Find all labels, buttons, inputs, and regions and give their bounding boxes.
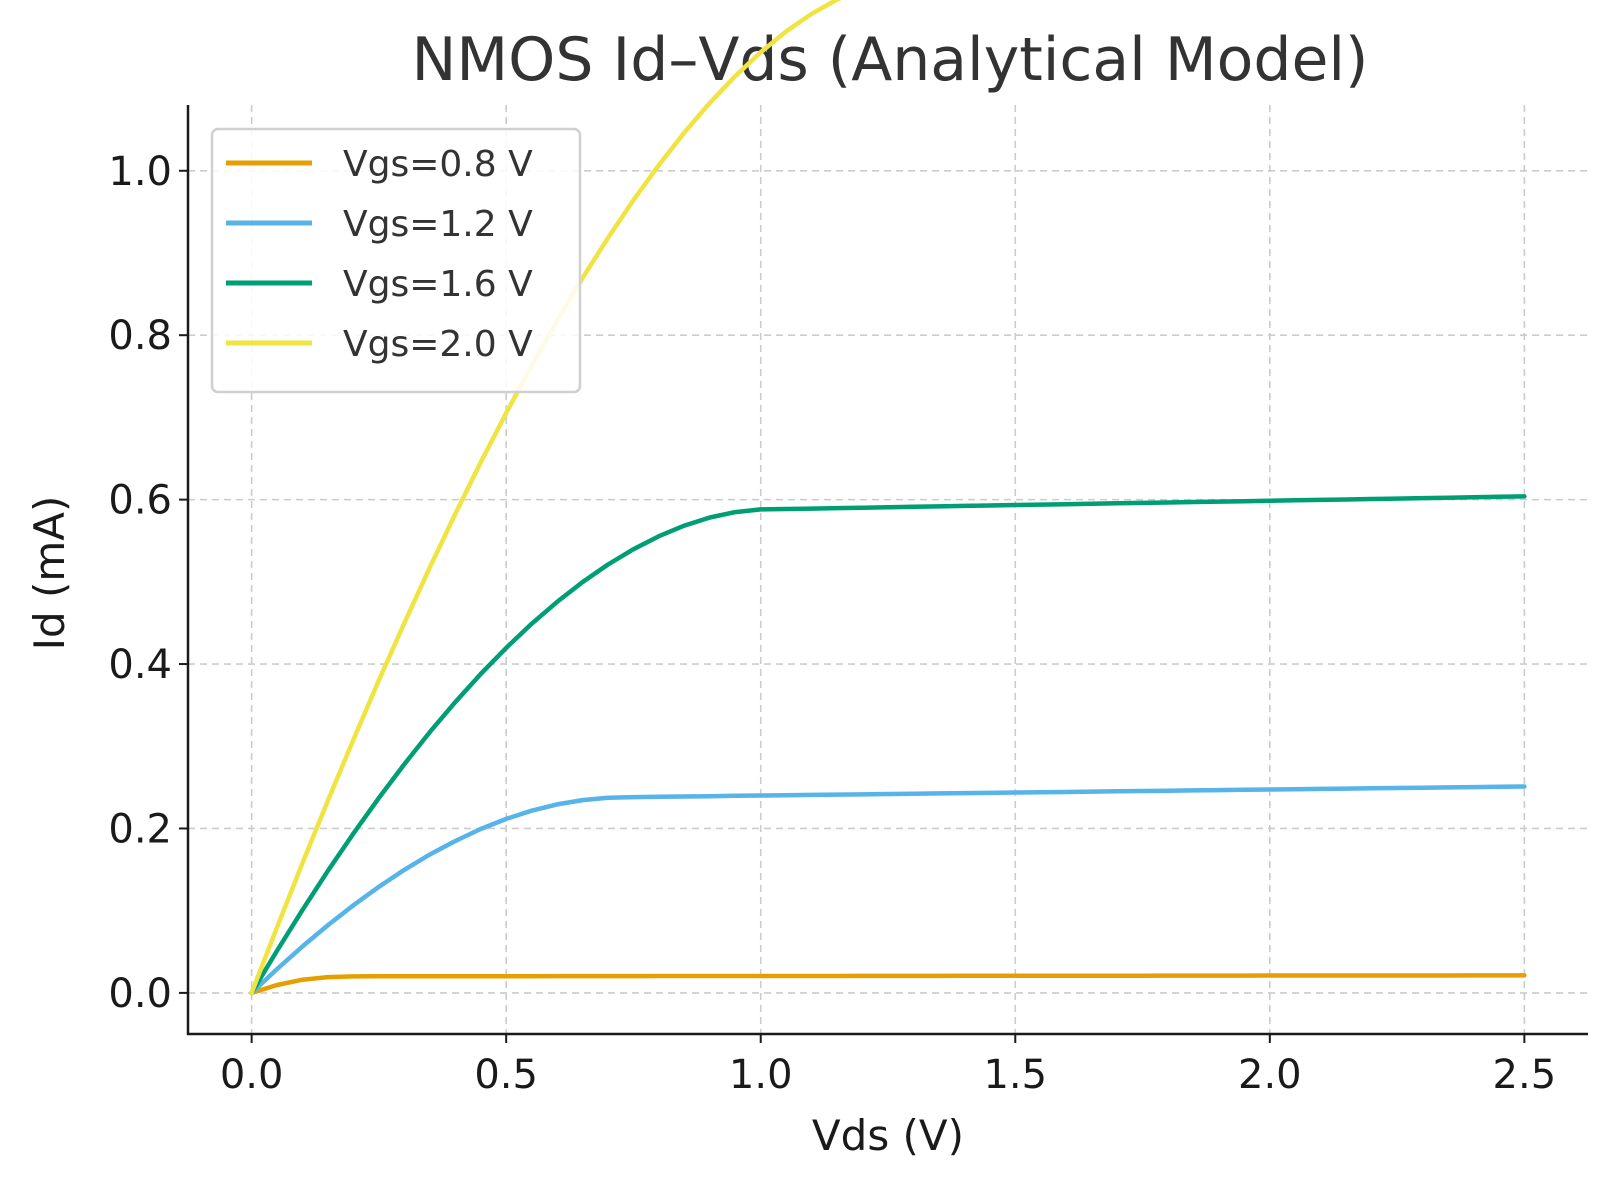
y-tick-label: 0.6: [108, 478, 172, 524]
legend-label-2: Vgs=1.2 V: [343, 204, 533, 245]
y-axis-ticks: 0.0 0.2 0.4 0.6 0.8 1.0: [108, 149, 188, 1017]
x-tick-label: 2.5: [1493, 1052, 1557, 1098]
series-line-4: [249, 0, 842, 996]
legend-frame: [210, 127, 582, 394]
x-tick-label: 2.0: [1238, 1052, 1302, 1098]
y-tick-label: 0.0: [108, 971, 172, 1017]
y-tick-label: 0.4: [108, 642, 172, 688]
legend-label-1: Vgs=0.8 V: [343, 144, 533, 185]
series-group: [249, 0, 1527, 996]
axes-spines: [186, 105, 1588, 1036]
x-tick-label: 1.5: [983, 1052, 1047, 1098]
y-axis-label: Id (mA): [25, 496, 74, 651]
legend: Vgs=0.8 V Vgs=1.2 V Vgs=1.6 V Vgs=2.0 V: [210, 127, 582, 394]
x-tick-label: 0.0: [220, 1052, 284, 1098]
x-tick-label: 0.5: [474, 1052, 538, 1098]
x-axis-ticks: 0.0 0.5 1.0 1.5 2.0 2.5: [220, 1034, 1556, 1098]
y-tick-label: 0.2: [108, 806, 172, 852]
chart-title: NMOS Id–Vds (Analytical Model): [412, 25, 1369, 95]
legend-label-3: Vgs=1.6 V: [343, 264, 533, 305]
y-tick-label: 1.0: [108, 149, 172, 195]
x-tick-label: 1.0: [729, 1052, 793, 1098]
series-line-1: [249, 973, 1527, 996]
y-tick-label: 0.8: [108, 313, 172, 359]
x-axis-label: Vds (V): [812, 1111, 964, 1160]
legend-label-4: Vgs=2.0 V: [343, 324, 533, 365]
series-line-2: [249, 784, 1527, 996]
series-line-3: [249, 494, 1527, 996]
